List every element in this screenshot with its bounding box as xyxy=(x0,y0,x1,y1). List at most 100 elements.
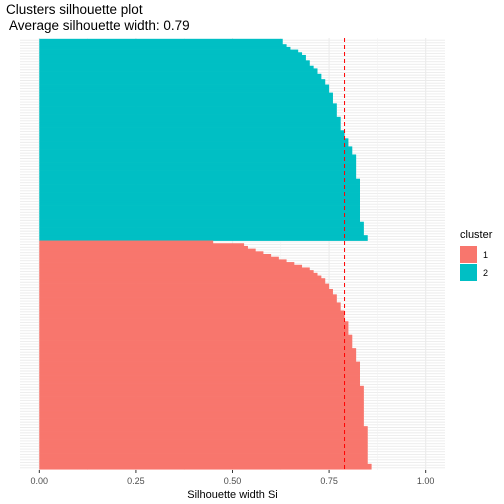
silhouette-bar-cluster-2 xyxy=(39,127,341,131)
silhouette-bar-cluster-1 xyxy=(39,428,368,432)
silhouette-bar-cluster-2 xyxy=(39,89,330,93)
silhouette-bar-cluster-2 xyxy=(39,170,357,174)
silhouette-bar-cluster-1 xyxy=(39,340,353,344)
silhouette-bar-cluster-2 xyxy=(39,138,349,142)
silhouette-bar-cluster-1 xyxy=(39,262,295,266)
silhouette-bar-cluster-1 xyxy=(39,396,364,400)
silhouette-bar-cluster-2 xyxy=(39,173,357,177)
legend-swatch-1 xyxy=(460,246,477,263)
silhouette-bar-cluster-1 xyxy=(39,288,333,293)
x-axis-title: Silhouette width Si xyxy=(187,489,278,501)
silhouette-bar-cluster-1 xyxy=(39,345,353,349)
silhouette-bar-cluster-1 xyxy=(39,353,357,357)
silhouette-bar-cluster-1 xyxy=(39,455,368,459)
silhouette-bar-cluster-1 xyxy=(39,364,361,368)
silhouette-bar-cluster-1 xyxy=(39,256,279,260)
silhouette-bar-cluster-2 xyxy=(39,87,330,91)
silhouette-bar-cluster-1 xyxy=(39,453,368,457)
silhouette-bar-cluster-2 xyxy=(39,135,345,139)
silhouette-bar-cluster-1 xyxy=(39,278,326,282)
silhouette-bar-cluster-1 xyxy=(39,337,353,341)
silhouette-bar-cluster-2 xyxy=(39,108,337,112)
silhouette-bar-cluster-2 xyxy=(39,237,368,241)
silhouette-bar-cluster-1 xyxy=(39,358,357,362)
x-tick-label: 1.00 xyxy=(417,476,435,486)
silhouette-bar-cluster-1 xyxy=(39,291,333,295)
silhouette-bar-cluster-2 xyxy=(39,92,333,96)
silhouette-bar-cluster-2 xyxy=(39,157,357,161)
silhouette-bar-cluster-1 xyxy=(39,466,372,470)
silhouette-bar-cluster-2 xyxy=(39,200,361,204)
silhouette-bar-cluster-2 xyxy=(39,175,357,180)
silhouette-bar-cluster-2 xyxy=(39,65,314,69)
silhouette-bar-cluster-2 xyxy=(39,44,287,48)
silhouette-bar-cluster-1 xyxy=(39,321,349,325)
silhouette-bar-cluster-1 xyxy=(39,294,337,298)
silhouette-bar-cluster-1 xyxy=(39,323,349,327)
silhouette-bar-cluster-1 xyxy=(39,264,303,268)
silhouette-bar-cluster-2 xyxy=(39,116,341,120)
silhouette-bar-cluster-1 xyxy=(39,410,364,414)
silhouette-bar-cluster-1 xyxy=(39,302,341,306)
silhouette-bar-cluster-2 xyxy=(39,97,333,102)
silhouette-bar-cluster-2 xyxy=(39,41,283,45)
x-tick-label: 0.50 xyxy=(224,476,242,486)
silhouette-bar-cluster-2 xyxy=(39,219,361,223)
bars-group xyxy=(39,38,372,470)
silhouette-bar-cluster-2 xyxy=(39,235,368,239)
silhouette-bar-cluster-1 xyxy=(39,307,341,311)
silhouette-bar-cluster-2 xyxy=(39,54,306,58)
silhouette-bar-cluster-1 xyxy=(39,270,314,274)
silhouette-bar-cluster-2 xyxy=(39,106,337,110)
silhouette-bar-cluster-2 xyxy=(39,79,326,83)
silhouette-bar-cluster-1 xyxy=(39,366,361,371)
silhouette-bar-cluster-2 xyxy=(39,119,341,123)
legend-swatch-2 xyxy=(460,264,477,281)
silhouette-bar-cluster-1 xyxy=(39,350,357,354)
silhouette-bar-cluster-1 xyxy=(39,305,341,309)
silhouette-bar-cluster-2 xyxy=(39,49,299,53)
silhouette-bar-cluster-1 xyxy=(39,463,372,467)
silhouette-bar-cluster-2 xyxy=(39,232,364,236)
legend-label-2: 2 xyxy=(483,268,488,278)
silhouette-bar-cluster-1 xyxy=(39,248,256,252)
silhouette-bar-cluster-2 xyxy=(39,84,330,88)
silhouette-bar-cluster-1 xyxy=(39,329,349,333)
silhouette-bar-cluster-1 xyxy=(39,439,368,443)
silhouette-bar-cluster-1 xyxy=(39,407,364,411)
silhouette-bar-cluster-2 xyxy=(39,103,337,107)
silhouette-bar-cluster-1 xyxy=(39,391,364,395)
silhouette-bar-cluster-2 xyxy=(39,143,349,147)
silhouette-bar-cluster-2 xyxy=(39,210,361,215)
silhouette-bar-cluster-2 xyxy=(39,165,357,169)
silhouette-bar-cluster-2 xyxy=(39,189,361,193)
silhouette-bar-cluster-2 xyxy=(39,132,345,136)
silhouette-bar-cluster-1 xyxy=(39,318,345,322)
silhouette-bar-cluster-1 xyxy=(39,404,364,408)
silhouette-bar-cluster-1 xyxy=(39,458,368,462)
silhouette-bar-cluster-2 xyxy=(39,208,361,212)
silhouette-bar-cluster-1 xyxy=(39,444,368,449)
silhouette-bar-cluster-1 xyxy=(39,361,361,365)
silhouette-bar-cluster-1 xyxy=(39,332,349,336)
silhouette-bar-cluster-2 xyxy=(39,149,353,153)
silhouette-bar-cluster-2 xyxy=(39,194,361,198)
silhouette-bar-cluster-1 xyxy=(39,418,364,422)
silhouette-bar-cluster-2 xyxy=(39,167,357,171)
silhouette-bar-cluster-1 xyxy=(39,251,264,255)
silhouette-bar-cluster-1 xyxy=(39,442,368,446)
silhouette-bar-cluster-1 xyxy=(39,254,272,258)
silhouette-bar-cluster-1 xyxy=(39,334,353,338)
silhouette-bar-cluster-1 xyxy=(39,315,345,319)
silhouette-bar-cluster-2 xyxy=(39,38,283,42)
silhouette-bar-cluster-1 xyxy=(39,356,357,360)
silhouette-bar-cluster-1 xyxy=(39,399,364,403)
silhouette-bar-cluster-2 xyxy=(39,68,318,72)
silhouette-bar-cluster-1 xyxy=(39,401,364,405)
silhouette-bar-cluster-2 xyxy=(39,63,310,67)
silhouette-bar-cluster-1 xyxy=(39,286,330,290)
legend-title: cluster xyxy=(460,229,493,241)
silhouette-bar-cluster-2 xyxy=(39,46,291,50)
silhouette-bar-cluster-2 xyxy=(39,124,341,128)
